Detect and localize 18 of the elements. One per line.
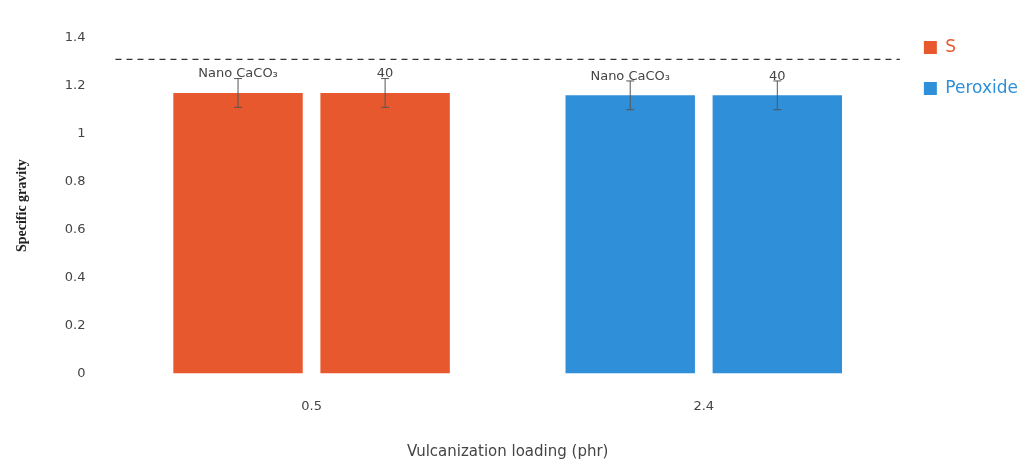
y-tick-label: 0.4 [64, 268, 86, 284]
y-tick-label: 0.8 [64, 173, 86, 188]
legend-label: S [945, 35, 957, 56]
y-tick-label: 0.6 [64, 220, 86, 236]
x-axis-title: Vulcanization loading (phr) [406, 441, 609, 460]
x-tick-label: 2.4 [693, 397, 715, 413]
annotation: Nano CaCO₃ [198, 65, 278, 81]
y-tick-label: 1.2 [64, 77, 86, 93]
y-tick-label: 0.2 [64, 316, 86, 332]
y-axis-title: Specific gravity [14, 159, 30, 253]
legend-label: Peroxide [945, 76, 1019, 97]
x-tick-label: 0.5 [301, 397, 322, 413]
y-tick-label: 0 [77, 364, 86, 380]
y-tick-label: 1 [77, 125, 86, 141]
y-tick-label: 1.4 [64, 29, 86, 45]
annotation: Nano CaCO₃ [590, 67, 671, 83]
annotation: 40 [376, 65, 394, 81]
annotation: 40 [769, 67, 786, 83]
